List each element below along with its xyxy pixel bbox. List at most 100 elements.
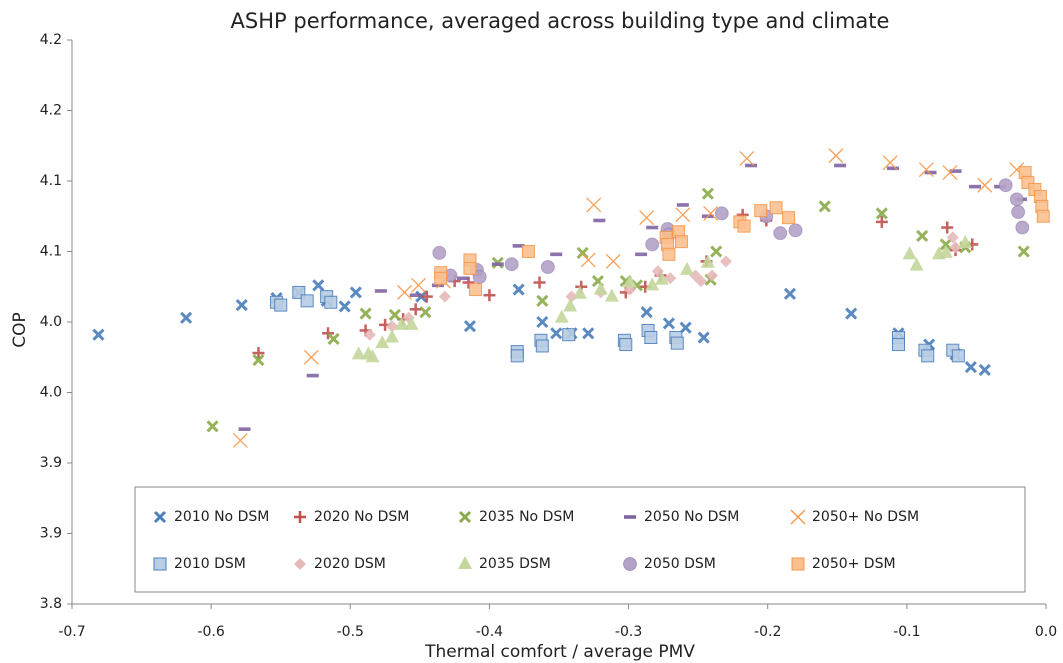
point xyxy=(1011,205,1026,220)
marker-shape xyxy=(374,289,387,293)
legend-label: 2050+ No DSM xyxy=(812,509,919,525)
point xyxy=(550,252,563,257)
marker-stroke xyxy=(710,245,723,258)
point xyxy=(949,241,962,254)
marker-shape xyxy=(593,281,608,295)
marker-shape xyxy=(924,170,937,175)
point xyxy=(404,316,419,330)
series xyxy=(238,163,1027,431)
point xyxy=(739,150,755,166)
legend-label: 2035 No DSM xyxy=(479,509,574,525)
point xyxy=(745,163,758,168)
point xyxy=(274,298,288,312)
marker-shape xyxy=(294,558,306,570)
point xyxy=(782,211,796,225)
y-tick-label: 3.9 xyxy=(40,455,62,471)
marker-stroke xyxy=(1009,162,1025,178)
marker-shape xyxy=(562,328,576,342)
point xyxy=(438,290,451,303)
point xyxy=(964,361,977,374)
legend-marker xyxy=(458,510,472,524)
point xyxy=(580,252,596,268)
legend-label: 2050 DSM xyxy=(644,556,716,572)
point xyxy=(535,339,549,353)
point xyxy=(586,197,602,213)
point xyxy=(670,336,684,350)
point xyxy=(939,238,952,251)
series xyxy=(92,279,991,377)
point xyxy=(386,320,399,333)
point xyxy=(654,271,669,285)
series xyxy=(232,148,1025,448)
marker-shape xyxy=(949,169,962,173)
point xyxy=(180,311,193,324)
point xyxy=(375,335,390,349)
point xyxy=(491,262,504,266)
marker-shape xyxy=(654,271,669,285)
marker-shape xyxy=(623,557,637,571)
point xyxy=(639,210,655,226)
point xyxy=(411,277,426,293)
y-tick-label: 4.0 xyxy=(40,385,62,401)
marker-stroke xyxy=(882,155,898,171)
marker-shape xyxy=(646,225,659,230)
x-tick-label: -0.3 xyxy=(615,624,642,640)
series xyxy=(351,235,973,363)
marker-stroke xyxy=(536,294,549,307)
marker-shape xyxy=(951,349,965,363)
x-tick-label: -0.1 xyxy=(893,624,920,640)
marker-shape xyxy=(680,261,695,275)
legend-label: 2035 DSM xyxy=(479,556,551,572)
point xyxy=(737,219,751,233)
point xyxy=(882,155,898,171)
point xyxy=(662,317,675,330)
marker-shape xyxy=(676,203,689,207)
point xyxy=(431,283,444,288)
point xyxy=(675,207,691,223)
marker-stroke xyxy=(701,187,714,200)
y-axis-label: COP xyxy=(10,312,30,348)
marker-shape xyxy=(909,257,924,271)
series xyxy=(363,231,962,341)
y-tick-label: 4.0 xyxy=(40,314,62,330)
marker-stroke xyxy=(790,509,806,525)
marker-stroke xyxy=(92,328,105,341)
marker-stroke xyxy=(916,229,929,243)
point xyxy=(645,237,660,252)
point xyxy=(536,315,549,329)
marker-stroke xyxy=(397,284,413,300)
marker-shape xyxy=(886,166,899,171)
point xyxy=(834,163,847,168)
marker-stroke xyxy=(458,510,472,524)
point xyxy=(700,254,715,268)
point xyxy=(892,338,906,352)
marker-shape xyxy=(491,262,504,266)
marker-shape xyxy=(791,557,805,571)
x-tick-label: -0.5 xyxy=(337,624,364,640)
marker-shape xyxy=(550,252,563,257)
point xyxy=(924,170,937,175)
point xyxy=(1009,192,1024,207)
point xyxy=(235,299,248,312)
marker-shape xyxy=(593,218,606,223)
point xyxy=(419,306,432,319)
marker-shape xyxy=(456,276,469,281)
legend-marker xyxy=(624,515,636,519)
marker-stroke xyxy=(327,332,340,345)
marker-stroke xyxy=(180,311,193,324)
point xyxy=(645,277,660,291)
point xyxy=(719,255,732,268)
marker-stroke xyxy=(252,354,265,367)
marker-shape xyxy=(458,556,472,569)
point xyxy=(420,290,433,303)
point xyxy=(469,283,483,297)
marker-stroke xyxy=(605,253,621,269)
point xyxy=(521,245,535,258)
series xyxy=(434,166,1050,297)
legend-marker xyxy=(623,557,637,571)
marker-shape xyxy=(463,261,477,275)
point xyxy=(703,205,719,221)
point xyxy=(238,427,251,431)
point xyxy=(397,284,413,300)
point xyxy=(593,281,608,295)
